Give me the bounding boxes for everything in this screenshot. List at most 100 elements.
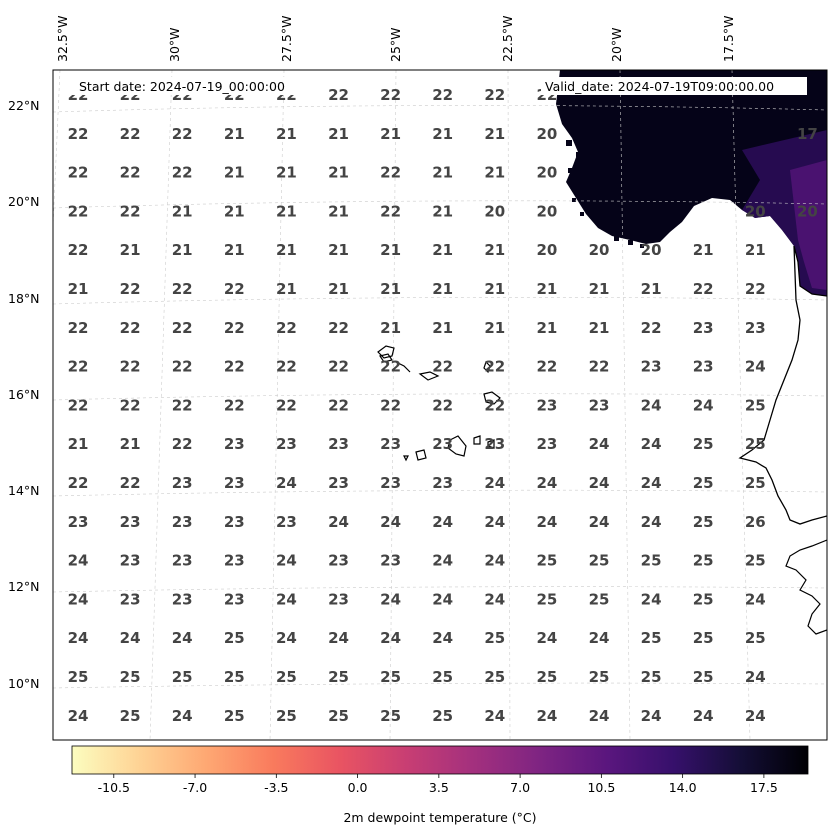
grid-value: 24: [484, 590, 505, 608]
grid-value: 26: [745, 513, 766, 531]
grid-value: 23: [172, 590, 193, 608]
grid-value: 21: [68, 280, 89, 298]
grid-value: 24: [641, 513, 662, 531]
grid-value: 24: [641, 474, 662, 492]
grid-value: 22: [224, 280, 245, 298]
grid-value: 22: [120, 474, 141, 492]
grid-value: 23: [641, 358, 662, 376]
grid-value: 25: [432, 668, 453, 686]
grid-value: 24: [536, 707, 557, 725]
grid-value: 21: [276, 125, 297, 143]
grid-value: 22: [328, 319, 349, 337]
grid-value: 22: [120, 396, 141, 414]
grid-value: 21: [484, 319, 505, 337]
grid-value: 22: [380, 396, 401, 414]
map-frame: [52, 69, 828, 741]
colorbar-frame: [71, 745, 809, 775]
grid-value: 21: [432, 125, 453, 143]
grid-value: 23: [328, 590, 349, 608]
grid-value: 24: [536, 629, 557, 647]
grid-value: 24: [693, 707, 714, 725]
grid-value: 24: [641, 396, 662, 414]
colorbar-ticks: -10.5 -7.0 -3.5 0.0 3.5 7.0 10.5 14.0 17.5: [98, 774, 778, 795]
grid-value: 21: [432, 241, 453, 259]
grid-value: 24: [172, 707, 193, 725]
start-date-label: Start date: 2024-07-19_00:00:00: [79, 79, 285, 94]
grid-value: 21: [589, 319, 610, 337]
grid-value: 25: [693, 474, 714, 492]
grid-value: 21: [328, 202, 349, 220]
grid-value: 23: [276, 435, 297, 453]
grid-value: 22: [328, 396, 349, 414]
grid-value: 25: [172, 668, 193, 686]
grid-value: 25: [589, 590, 610, 608]
grid-value: 23: [224, 552, 245, 570]
lat-label: 22°N: [8, 98, 40, 113]
lon-label: 25°W: [388, 27, 403, 62]
grid-value: 22: [276, 319, 297, 337]
grid-value: 21: [536, 280, 557, 298]
grid-value: 22: [172, 435, 193, 453]
grid-value: 22: [172, 319, 193, 337]
grid-value: 24: [536, 474, 557, 492]
grid-value: 24: [120, 629, 141, 647]
grid-value: 20: [745, 202, 766, 220]
grid-value: 25: [745, 552, 766, 570]
lat-label: 14°N: [8, 483, 40, 498]
grid-value: 22: [68, 241, 89, 259]
grid-value: 25: [745, 474, 766, 492]
grid-value: 23: [120, 513, 141, 531]
grid-value: 22: [120, 202, 141, 220]
grid-value: 24: [693, 396, 714, 414]
grid-value: 22: [68, 319, 89, 337]
grid-value: 20: [641, 241, 662, 259]
colorbar: -10.5 -7.0 -3.5 0.0 3.5 7.0 10.5 14.0 17.5 2m de…: [71, 745, 809, 825]
grid-value: 22: [120, 280, 141, 298]
grid-value: 21: [276, 241, 297, 259]
grid-value: 25: [693, 435, 714, 453]
grid-value: 24: [276, 474, 297, 492]
grid-value: 21: [484, 280, 505, 298]
start-date-box: Start date: 2024-07-19_00:00:00: [62, 77, 312, 95]
grid-value: 22: [120, 125, 141, 143]
grid-value: 23: [224, 474, 245, 492]
grid-value: 22: [68, 202, 89, 220]
grid-value: 22: [536, 358, 557, 376]
grid-value: 21: [432, 319, 453, 337]
grid-value: 22: [589, 358, 610, 376]
grid-value: 17: [797, 125, 818, 143]
colorbar-tick-label: 3.5: [429, 780, 449, 795]
grid-value: 25: [693, 513, 714, 531]
grid-value: 22: [276, 396, 297, 414]
lon-label: 32.5°W: [55, 16, 70, 62]
lon-label: 30°W: [167, 27, 182, 62]
grid-value: 22: [172, 125, 193, 143]
grid-value: 21: [328, 125, 349, 143]
grid-value: 24: [328, 513, 349, 531]
grid-value: 22: [224, 358, 245, 376]
grid-value: 22: [120, 319, 141, 337]
grid-value: 23: [745, 319, 766, 337]
grid-value: 24: [745, 590, 766, 608]
grid-value: 21: [536, 319, 557, 337]
grid-value: 21: [380, 241, 401, 259]
grid-value: 22: [745, 280, 766, 298]
grid-value: 21: [120, 435, 141, 453]
grid-value: 24: [68, 707, 89, 725]
grid-value: 25: [693, 552, 714, 570]
grid-value: 22: [432, 86, 453, 104]
grid-value: 24: [432, 629, 453, 647]
grid-value: 25: [224, 629, 245, 647]
grid-value: 24: [380, 629, 401, 647]
grid-value: 24: [641, 707, 662, 725]
grid-value: 22: [68, 358, 89, 376]
grid-value: 20: [536, 241, 557, 259]
grid-value: 23: [68, 513, 89, 531]
grid-value: 25: [745, 435, 766, 453]
colorbar-tick-label: 10.5: [587, 780, 615, 795]
grid-value: 21: [641, 280, 662, 298]
grid-value: 24: [745, 668, 766, 686]
grid-value: 21: [745, 241, 766, 259]
grid-value: 24: [328, 629, 349, 647]
